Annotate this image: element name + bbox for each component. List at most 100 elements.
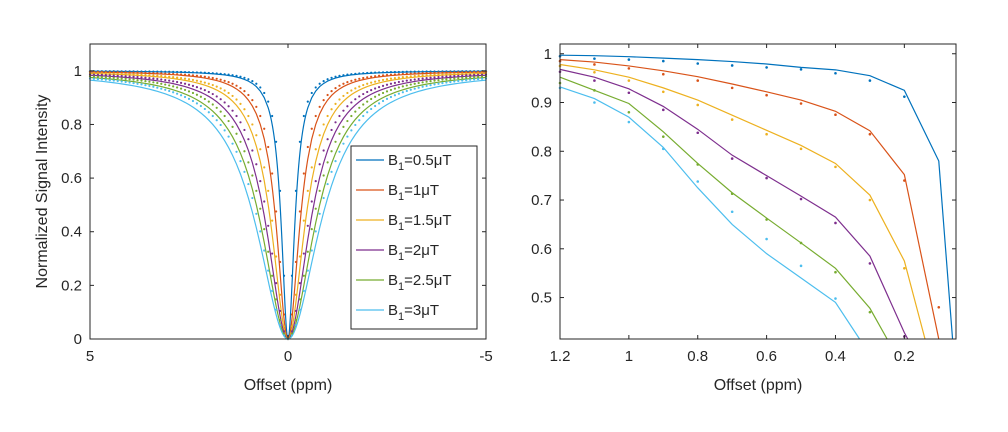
left-series-dot-5: [362, 103, 365, 106]
left-series-dot-1: [409, 70, 412, 73]
left-series-dot-6: [160, 87, 163, 90]
left-series-dot-3: [358, 85, 361, 88]
left-series-dot-6: [251, 196, 254, 200]
right-series-dot-3: [662, 90, 665, 94]
left-series-dot-5: [92, 75, 96, 78]
left-series-dot-5: [132, 78, 135, 81]
right-x-axis-label: Offset (ppm): [714, 377, 803, 394]
right-series-dot-6: [834, 297, 837, 300]
left-series-dot-3: [429, 73, 432, 77]
left-series-dot-5: [453, 77, 456, 80]
left-series-dot-6: [239, 160, 242, 163]
left-series-dot-6: [389, 95, 393, 99]
left-series-dot-3: [207, 82, 210, 85]
left-series-dot-2: [176, 73, 179, 76]
left-series-dot-6: [480, 77, 484, 80]
right-series-dot-4: [696, 131, 700, 135]
left-series-dot-5: [187, 90, 191, 93]
left-series-dot-1: [282, 274, 286, 277]
left-series-dot-2: [179, 73, 183, 76]
left-series-dot-5: [128, 78, 131, 81]
left-series-dot-1: [278, 189, 282, 192]
left-series-dot-2: [282, 313, 286, 316]
left-series-dot-3: [473, 72, 476, 75]
left-series-dot-4: [259, 180, 262, 183]
left-series-dot-1: [326, 78, 329, 81]
left-series-dot-5: [445, 78, 448, 81]
right-series-line-4: [559, 68, 909, 340]
legend-box: [350, 145, 478, 330]
left-series-dot-2: [381, 74, 385, 77]
left-series-dot-6: [148, 84, 151, 88]
right-series-dot-1: [662, 59, 665, 63]
left-series-dot-1: [314, 86, 317, 89]
left-series-dot-1: [393, 70, 397, 74]
right-series-dot-1: [765, 66, 768, 69]
left-series-dot-1: [152, 70, 155, 73]
left-series-dot-3: [381, 78, 385, 82]
left-series-dot-2: [124, 71, 127, 74]
right-series-dot-3: [730, 118, 734, 121]
left-series-dot-2: [227, 81, 230, 84]
left-series-dot-6: [278, 323, 282, 327]
right-series-dot-2: [696, 79, 700, 82]
left-series-dot-6: [366, 111, 369, 114]
right-series-dot-1: [799, 68, 803, 71]
left-series-dot-3: [164, 75, 167, 78]
left-series-dot-6: [100, 78, 103, 81]
right-series-dot-2: [593, 63, 596, 66]
left-series-dot-4: [385, 83, 389, 86]
left-series-dot-5: [480, 75, 484, 78]
legend-label-2: B1=1μT: [388, 182, 439, 203]
left-series-dot-4: [168, 79, 171, 82]
left-series-dot-6: [124, 80, 127, 84]
left-series-dot-5: [401, 85, 404, 88]
left-series-dot-2: [223, 79, 226, 82]
left-series-dot-4: [445, 75, 448, 78]
right-y-tick-label: 0.8: [531, 143, 552, 160]
left-series-dot-2: [195, 74, 199, 77]
legend: B1=0.5μT B1=1μT B1=1.5μT B1=2μT B1=2.5μT B1=3…: [350, 145, 478, 330]
left-series-dot-4: [195, 86, 199, 89]
left-series-dot-5: [413, 82, 416, 85]
right-series-dot-3: [765, 132, 768, 136]
left-series-dot-2: [132, 71, 135, 74]
left-series-dot-4: [247, 138, 250, 141]
left-series-dot-3: [231, 94, 234, 98]
left-series-dot-5: [211, 103, 214, 106]
left-series-dot-4: [413, 78, 416, 81]
left-series-dot-1: [183, 71, 187, 74]
left-series-dot-3: [136, 73, 139, 76]
left-series-dot-4: [231, 109, 234, 112]
legend-label-1: B1=0.5μT: [388, 152, 452, 173]
left-series-dot-4: [96, 73, 100, 76]
left-series-dot-6: [449, 80, 452, 84]
left-series-dot-5: [124, 77, 127, 80]
left-series-dot-4: [215, 95, 218, 98]
right-series-line-6: [559, 86, 861, 340]
left-series-dot-6: [461, 79, 464, 82]
left-series-dot-1: [172, 70, 175, 73]
left-series-dot-1: [298, 140, 301, 143]
left-series-dot-3: [330, 108, 333, 111]
left-series-dot-2: [389, 73, 393, 76]
left-series-dot-3: [259, 148, 262, 151]
left-series-dot-4: [374, 87, 377, 90]
left-series-dot-1: [168, 70, 171, 73]
left-series-dot-5: [342, 125, 345, 129]
left-series-dot-3: [445, 73, 448, 76]
left-series-dot-2: [140, 71, 143, 74]
left-series-dot-3: [247, 114, 250, 118]
right-y-tick-label: 1: [544, 46, 552, 63]
left-series-dot-2: [346, 81, 349, 84]
left-series-dot-2: [235, 84, 238, 87]
left-series-dot-5: [271, 274, 274, 277]
left-series-dot-2: [401, 72, 404, 76]
left-series-dot-3: [346, 91, 349, 95]
left-series-dot-1: [199, 71, 202, 74]
left-series-dot-4: [449, 75, 452, 78]
left-series-dot-4: [330, 128, 333, 132]
right-series-dot-2: [903, 179, 906, 182]
left-series-dot-3: [183, 77, 187, 80]
left-series-dot-6: [227, 135, 230, 138]
